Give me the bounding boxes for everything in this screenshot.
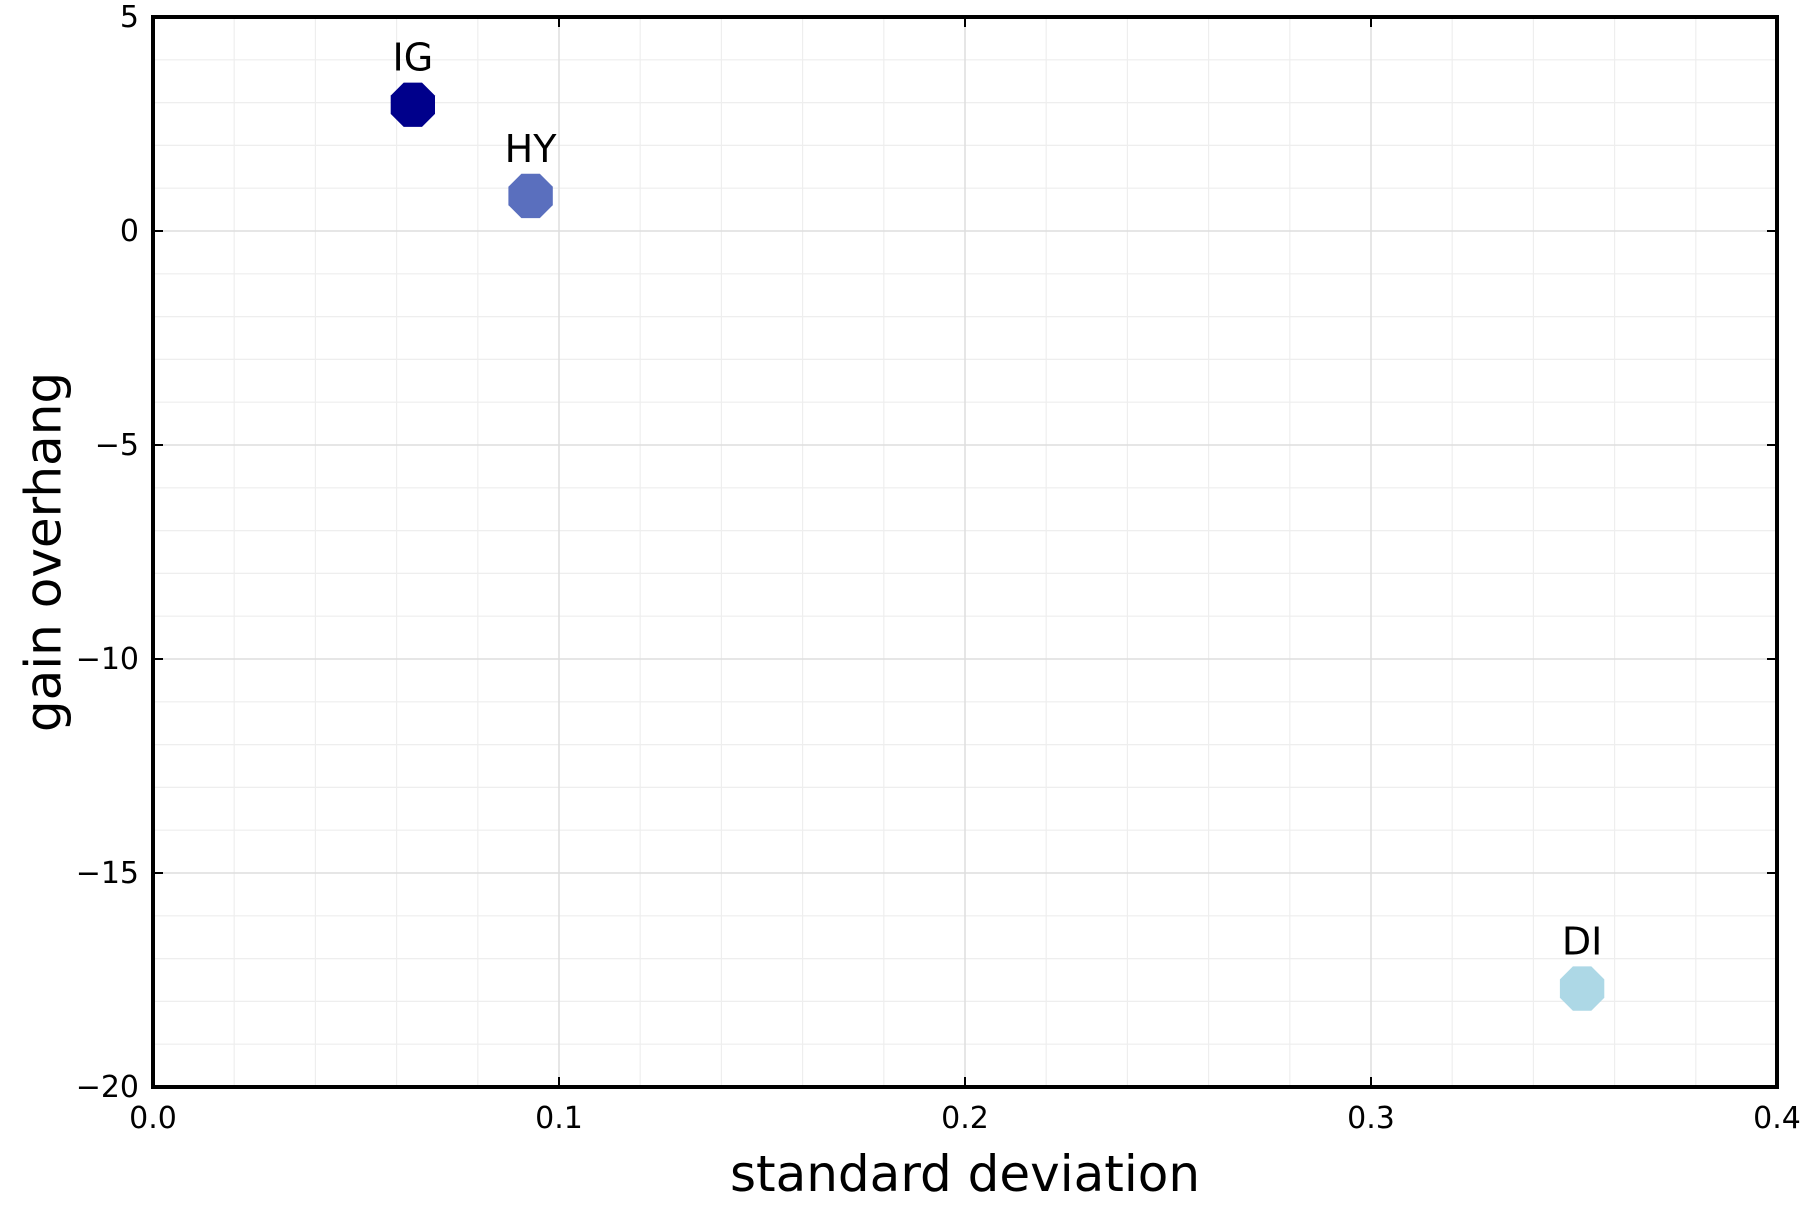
y-tick-label: −20 [76,1070,139,1105]
x-tick-label: 0.0 [129,1101,177,1136]
y-tick-label: 0 [120,214,139,249]
y-tick-label: 5 [120,0,139,35]
data-point-marker [390,82,435,127]
data-points: IG HY DI [390,36,1605,1011]
data-point-marker [1559,966,1605,1011]
x-tick-label: 0.4 [1753,1101,1800,1136]
x-tick-label: 0.3 [1347,1101,1395,1136]
y-tick-label: −5 [95,428,139,463]
x-tick-label: 0.1 [535,1101,583,1136]
data-point-marker [508,173,553,219]
data-point-label: DI [1562,920,1602,964]
grid-lines [152,16,1778,1088]
data-point-label: HY [505,127,558,171]
y-tick-label: −10 [76,642,139,677]
data-point-label: IG [393,36,434,80]
x-axis-title: standard deviation [730,1145,1200,1200]
y-axis-title: gain overhang [15,372,73,732]
plot-frame [151,15,1779,1089]
tick-labels: 0.0 0.1 0.2 0.3 0.4 5 0 −5 −10 −15 −20 [76,0,1800,1136]
x-tick-label: 0.2 [941,1101,989,1136]
y-tick-label: −15 [76,856,139,891]
